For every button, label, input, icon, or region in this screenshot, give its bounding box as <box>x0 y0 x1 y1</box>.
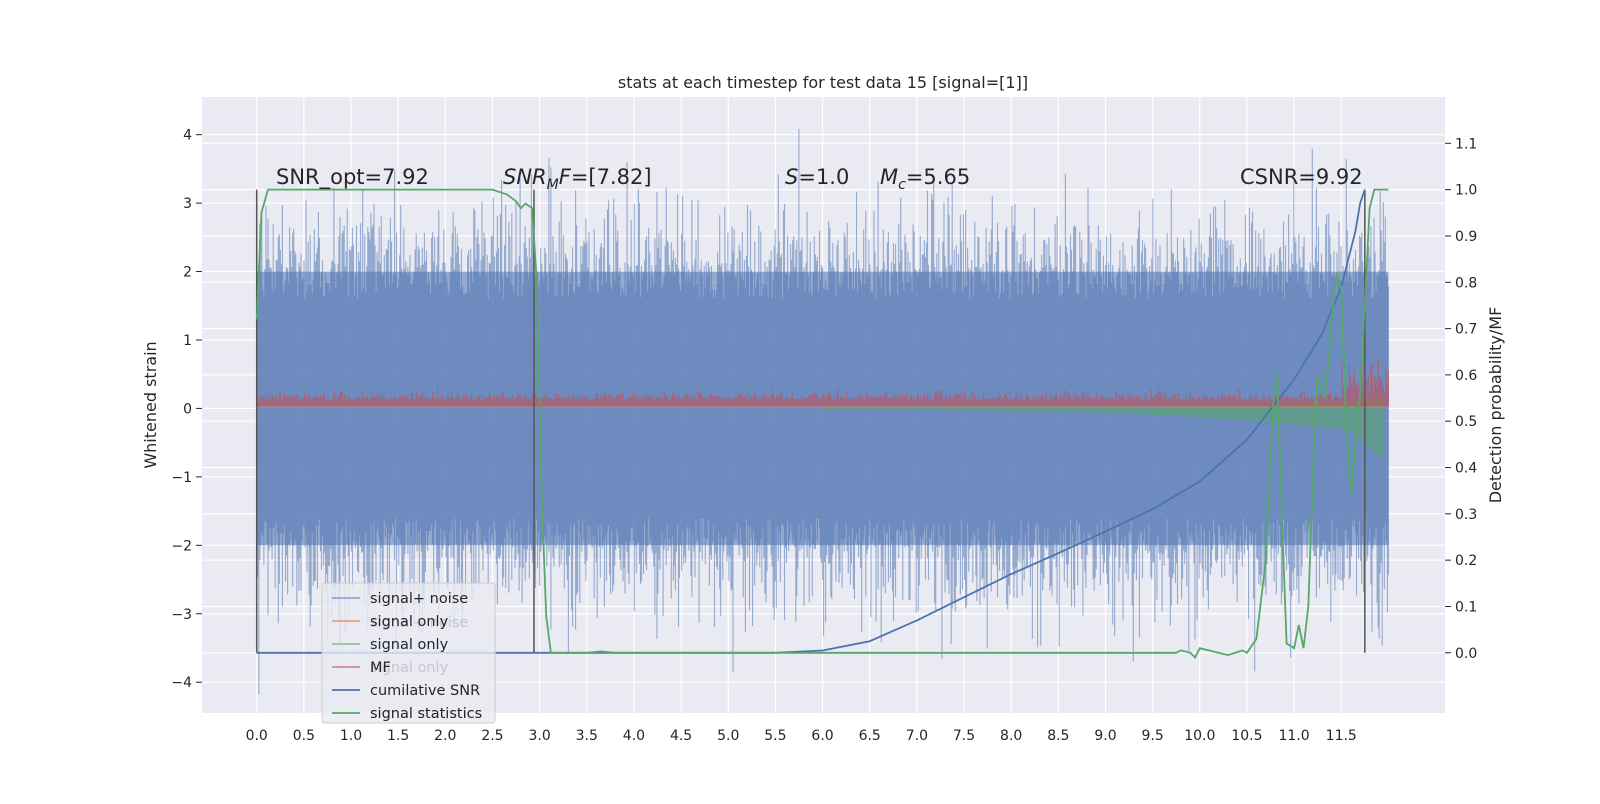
signal-statistics-line <box>255 188 1389 659</box>
legend-label: signal only <box>370 637 449 653</box>
annotation-snr-mf: SNRMF=[7.82] <box>503 165 652 193</box>
x-tick-label: 9.0 <box>1094 728 1116 744</box>
legend-label: signal+ noise <box>370 591 468 607</box>
x-tick-label: 5.5 <box>764 728 786 744</box>
x-tick-label: 2.0 <box>434 728 456 744</box>
x-tick-label: 9.5 <box>1142 728 1164 744</box>
x-tick-label: 0.5 <box>293 728 315 744</box>
y-tick-label: 2 <box>183 265 192 281</box>
annotation-snr-opt: SNR_opt=7.92 <box>276 165 429 190</box>
annotation-csnr: CSNR=9.92 <box>1240 165 1363 189</box>
y2-tick-label: 0.5 <box>1455 414 1477 430</box>
annotation-snr-mf-f: F <box>559 165 572 189</box>
annotation-mc: Mc=5.65 <box>880 165 970 193</box>
y2-tick-label: 1.0 <box>1455 183 1477 199</box>
y2-axis-ticks: 1.1 1.0 0.9 0.8 0.7 0.6 0.5 0.4 0.3 0.2 0.1 0.0 <box>1445 136 1477 662</box>
y-tick-label: 4 <box>183 128 192 144</box>
y2-tick-label: 0.6 <box>1455 368 1477 384</box>
x-tick-label: 6.0 <box>811 728 833 744</box>
y-tick-label: −1 <box>171 470 192 486</box>
y2-tick-label: 0.1 <box>1455 599 1477 615</box>
annotation-snr-mf-value: =[7.82] <box>571 165 652 189</box>
x-tick-label: 4.5 <box>670 728 692 744</box>
y-tick-label: −4 <box>171 675 192 691</box>
x-tick-label: 10.5 <box>1231 728 1262 744</box>
x-tick-label: 5.0 <box>717 728 739 744</box>
annotation-snr-mf-snr: SNR <box>503 165 547 189</box>
legend-label: signal statistics <box>370 706 482 722</box>
legend-label: signal only <box>370 614 449 630</box>
annotation-s-value: =1.0 <box>798 165 849 189</box>
y2-tick-label: 0.9 <box>1455 229 1477 245</box>
x-tick-label: 8.5 <box>1047 728 1069 744</box>
y-tick-label: 0 <box>183 401 192 417</box>
y-tick-label: 1 <box>183 333 192 349</box>
y-axis-label: Whitened strain <box>141 341 160 468</box>
y2-tick-label: 0.2 <box>1455 553 1477 569</box>
legend-label: MF <box>370 660 391 676</box>
x-tick-label: 10.0 <box>1184 728 1215 744</box>
x-tick-label: 3.5 <box>576 728 598 744</box>
y-axis-ticks: 4 3 2 1 0 −1 −2 −3 −4 <box>171 128 202 691</box>
legend-ghost-label: signal only <box>370 660 449 676</box>
y2-tick-label: 0.8 <box>1455 275 1477 291</box>
x-tick-label: 1.0 <box>340 728 362 744</box>
x-tick-label: 0.0 <box>246 728 268 744</box>
x-tick-label: 3.0 <box>528 728 550 744</box>
y2-tick-label: 0.0 <box>1455 646 1477 662</box>
x-tick-label: 7.0 <box>906 728 928 744</box>
series-layer <box>255 128 1389 695</box>
annotation-mc-symbol: M <box>880 165 898 189</box>
annotation-s-symbol: S <box>785 165 798 189</box>
cumulative-snr-line <box>256 189 1366 654</box>
chart-title: stats at each timestep for test data 15 … <box>618 73 1028 92</box>
x-tick-label: 8.0 <box>1000 728 1022 744</box>
annotation-mc-value: =5.65 <box>906 165 970 189</box>
annotations: SNR_opt=7.92 SNRMF=[7.82] S=1.0 Mc=5.65 … <box>276 165 1363 193</box>
x-tick-label: 1.5 <box>387 728 409 744</box>
signal-only-green-line <box>822 394 1385 462</box>
annotation-mc-sub: c <box>898 177 906 193</box>
legend-label: cumilative SNR <box>370 683 480 699</box>
annotation-s: S=1.0 <box>785 165 849 189</box>
x-axis-ticks: 0.0 0.5 1.0 1.5 2.0 2.5 3.0 3.5 4.0 4.5 5.0 5.5 6.0 6… <box>246 728 1357 744</box>
y-tick-label: −2 <box>171 538 192 554</box>
x-tick-label: 4.0 <box>623 728 645 744</box>
legend-ghost-label: signal statistics <box>370 706 482 722</box>
legend-ghost-label: signal+ noise <box>370 615 468 631</box>
annotation-snr-mf-sub: M <box>547 177 559 193</box>
y2-tick-label: 1.1 <box>1455 136 1477 152</box>
legend-box <box>321 582 496 724</box>
x-tick-label: 2.5 <box>481 728 503 744</box>
x-tick-label: 6.5 <box>859 728 881 744</box>
x-tick-label: 11.0 <box>1279 728 1310 744</box>
x-tick-label: 11.5 <box>1326 728 1357 744</box>
y2-tick-label: 0.3 <box>1455 507 1477 523</box>
y2-tick-label: 0.7 <box>1455 322 1477 338</box>
x-tick-label: 7.5 <box>953 728 975 744</box>
y2-axis-label: Detection probability/MF <box>1486 307 1505 504</box>
y2-tick-label: 0.4 <box>1455 461 1477 477</box>
y-tick-label: 3 <box>183 196 192 212</box>
y-tick-label: −3 <box>171 607 192 623</box>
